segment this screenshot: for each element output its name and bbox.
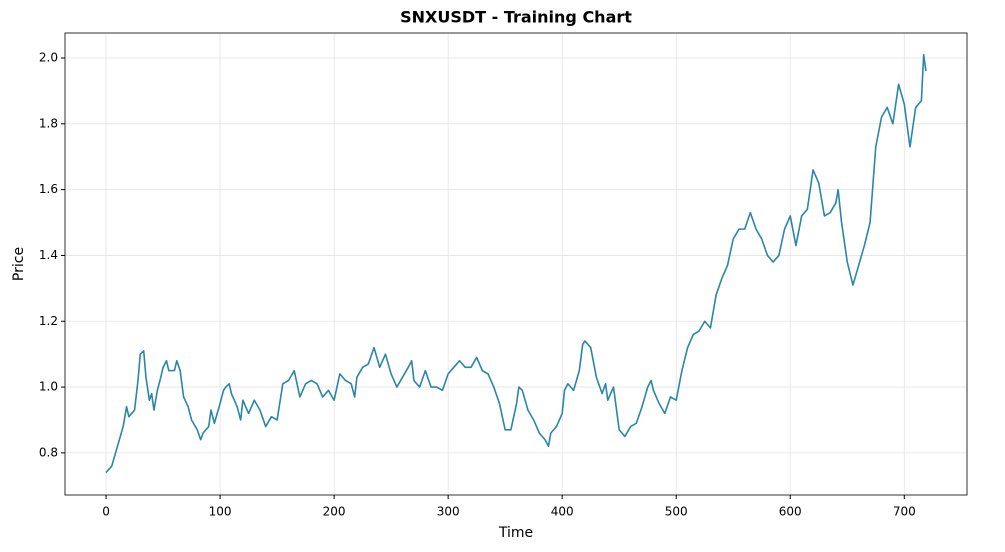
y-tick-label: 1.2	[39, 314, 58, 328]
x-tick-label: 300	[437, 505, 460, 519]
y-tick-label: 1.8	[39, 116, 58, 130]
x-tick-label: 200	[323, 505, 346, 519]
chart-title: SNXUSDT - Training Chart	[400, 8, 632, 27]
y-tick-label: 1.0	[39, 380, 58, 394]
x-tick-label: 600	[779, 505, 802, 519]
y-axis-label: Price	[11, 247, 27, 281]
price-line	[105, 53, 927, 474]
x-tick-label: 100	[209, 505, 232, 519]
x-tick-label: 500	[665, 505, 688, 519]
x-tick-label: 400	[551, 505, 574, 519]
y-tick-label: 1.6	[39, 182, 58, 196]
y-tick-label: 0.8	[39, 445, 58, 459]
x-tick-label: 700	[893, 505, 916, 519]
x-axis-label: Time	[498, 525, 533, 541]
y-tick-label: 1.4	[39, 248, 58, 262]
y-tick-label: 2.0	[39, 51, 58, 65]
plot-frame	[64, 32, 968, 496]
x-tick-label: 0	[102, 505, 110, 519]
